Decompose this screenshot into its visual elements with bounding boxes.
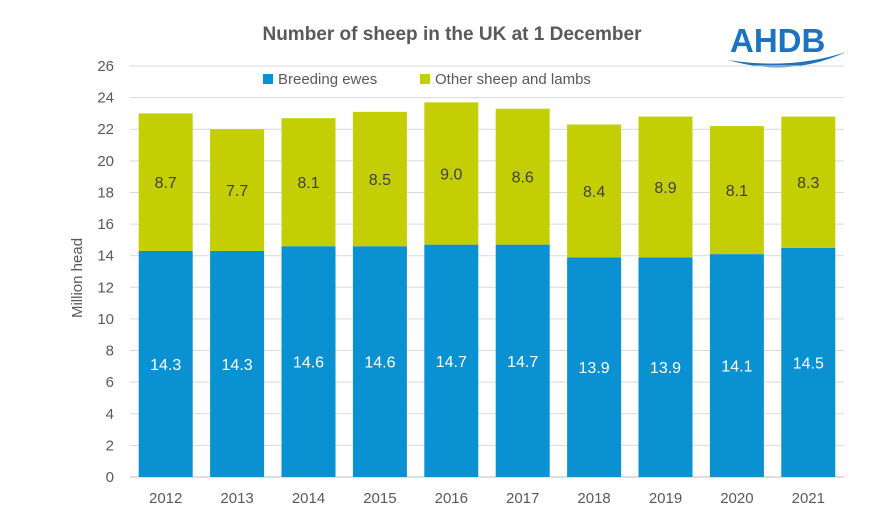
y-tick-label: 8 bbox=[106, 343, 114, 360]
bar-other-sheep-and-lambs-2018 bbox=[567, 124, 622, 258]
data-label-breeding-ewes-2016: 14.7 bbox=[436, 354, 467, 371]
data-label-breeding-ewes-2013: 14.3 bbox=[222, 357, 253, 374]
y-tick-label: 12 bbox=[97, 279, 114, 296]
x-tick-label: 2018 bbox=[577, 490, 610, 507]
bar-breeding-ewes-2020 bbox=[709, 254, 764, 477]
x-tick-label: 2019 bbox=[649, 490, 682, 507]
data-label-breeding-ewes-2012: 14.3 bbox=[150, 357, 181, 374]
x-tick-label: 2016 bbox=[435, 490, 468, 507]
data-label-other-sheep-and-lambs-2016: 9.0 bbox=[440, 166, 462, 183]
data-label-other-sheep-and-lambs-2014: 8.1 bbox=[297, 175, 319, 192]
bar-other-sheep-and-lambs-2014 bbox=[281, 118, 336, 247]
data-label-other-sheep-and-lambs-2021: 8.3 bbox=[797, 175, 819, 192]
bar-other-sheep-and-lambs-2021 bbox=[781, 116, 836, 248]
data-label-breeding-ewes-2021: 14.5 bbox=[793, 355, 824, 372]
data-label-other-sheep-and-lambs-2015: 8.5 bbox=[369, 172, 391, 189]
data-label-breeding-ewes-2015: 14.6 bbox=[364, 355, 395, 372]
legend-label-other-sheep-and-lambs: Other sheep and lambs bbox=[435, 71, 591, 88]
x-tick-label: 2015 bbox=[363, 490, 396, 507]
bars: 14.3 8.7 14.3 7.7 14.6 8.1 14.6 8.5 14.7 9.0 14.7 8… bbox=[138, 102, 836, 477]
x-tick-label: 2021 bbox=[792, 490, 825, 507]
legend-swatch-other-sheep-and-lambs bbox=[420, 74, 430, 84]
logo-text: AHDB bbox=[730, 22, 825, 59]
legend-label-breeding-ewes: Breeding ewes bbox=[278, 71, 377, 88]
y-tick-label: 4 bbox=[106, 406, 114, 423]
y-tick-label: 2 bbox=[106, 437, 114, 454]
data-label-breeding-ewes-2019: 13.9 bbox=[650, 360, 681, 377]
bar-breeding-ewes-2018 bbox=[567, 257, 622, 477]
ahdb-logo: AHDB bbox=[728, 22, 846, 68]
data-label-breeding-ewes-2017: 14.7 bbox=[507, 354, 538, 371]
bar-other-sheep-and-lambs-2016 bbox=[424, 102, 479, 245]
y-tick-label: 18 bbox=[97, 184, 114, 201]
data-label-other-sheep-and-lambs-2017: 8.6 bbox=[512, 170, 534, 187]
data-label-breeding-ewes-2020: 14.1 bbox=[721, 359, 752, 376]
y-tick-label: 20 bbox=[97, 153, 114, 170]
bar-breeding-ewes-2016 bbox=[424, 244, 479, 477]
bar-other-sheep-and-lambs-2017 bbox=[495, 108, 550, 245]
bar-other-sheep-and-lambs-2013 bbox=[210, 129, 265, 251]
bar-breeding-ewes-2017 bbox=[495, 244, 550, 477]
bar-breeding-ewes-2015 bbox=[352, 246, 407, 477]
bar-breeding-ewes-2014 bbox=[281, 246, 336, 477]
data-label-breeding-ewes-2014: 14.6 bbox=[293, 355, 324, 372]
x-axis-ticks: 2012 2013 2014 2015 2016 2017 2018 2019 2020 2021 bbox=[149, 490, 825, 507]
data-label-other-sheep-and-lambs-2020: 8.1 bbox=[726, 183, 748, 200]
x-tick-label: 2013 bbox=[220, 490, 253, 507]
x-tick-label: 2012 bbox=[149, 490, 182, 507]
chart-title: Number of sheep in the UK at 1 December bbox=[262, 24, 642, 45]
data-label-other-sheep-and-lambs-2019: 8.9 bbox=[654, 180, 676, 197]
logo-swoosh bbox=[728, 52, 846, 68]
data-label-other-sheep-and-lambs-2018: 8.4 bbox=[583, 184, 605, 201]
data-label-breeding-ewes-2018: 13.9 bbox=[579, 360, 610, 377]
data-label-other-sheep-and-lambs-2013: 7.7 bbox=[226, 183, 248, 200]
bar-breeding-ewes-2021 bbox=[781, 247, 836, 477]
y-tick-label: 14 bbox=[97, 248, 114, 265]
y-tick-label: 26 bbox=[97, 58, 114, 75]
y-tick-label: 24 bbox=[97, 90, 114, 107]
bar-other-sheep-and-lambs-2012 bbox=[138, 113, 193, 251]
bar-breeding-ewes-2012 bbox=[138, 250, 193, 477]
y-tick-label: 0 bbox=[106, 469, 114, 486]
bar-breeding-ewes-2019 bbox=[638, 257, 693, 477]
legend-swatch-breeding-ewes bbox=[263, 74, 273, 84]
y-tick-label: 16 bbox=[97, 216, 114, 233]
bar-breeding-ewes-2013 bbox=[210, 250, 265, 477]
y-tick-label: 6 bbox=[106, 374, 114, 391]
bar-other-sheep-and-lambs-2015 bbox=[352, 111, 407, 247]
bar-other-sheep-and-lambs-2020 bbox=[709, 126, 764, 255]
x-tick-label: 2014 bbox=[292, 490, 325, 507]
bar-other-sheep-and-lambs-2019 bbox=[638, 116, 693, 258]
y-tick-label: 22 bbox=[97, 121, 114, 138]
y-tick-label: 10 bbox=[97, 311, 114, 328]
y-axis-label: Million head bbox=[69, 238, 86, 318]
legend: Breeding ewes Other sheep and lambs bbox=[263, 71, 591, 88]
x-tick-label: 2020 bbox=[720, 490, 753, 507]
data-label-other-sheep-and-lambs-2012: 8.7 bbox=[155, 175, 177, 192]
x-tick-label: 2017 bbox=[506, 490, 539, 507]
